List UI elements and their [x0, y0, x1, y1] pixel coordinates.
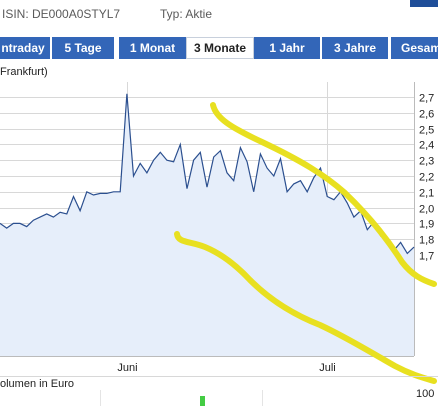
annotation-stroke-upper: [210, 102, 437, 287]
tab-3-monate[interactable]: 3 Monate: [186, 37, 254, 59]
y-tick-label: 2,5: [419, 125, 434, 137]
tab-3-jahre[interactable]: 3 Jahre: [322, 37, 388, 59]
y-tick-label: 2,3: [419, 156, 434, 168]
volume-label: olumen in Euro: [0, 378, 74, 390]
x-tick-label: Juni: [117, 362, 137, 374]
price-line: [0, 93, 415, 255]
annotation-stroke-lower: [174, 231, 437, 384]
y-tick-label: 2,0: [419, 204, 434, 216]
y-tick-label: 1,7: [419, 251, 434, 263]
tab-1-jahr[interactable]: 1 Jahr: [254, 37, 320, 59]
tab-gesamt[interactable]: Gesam: [391, 37, 438, 59]
top-bar: ISIN: DE000A0STYL7 Typ: Aktie: [0, 0, 438, 32]
y-tick-label: 1,9: [419, 219, 434, 231]
y-tick-label: 2,4: [419, 140, 434, 152]
y-tick-label: 2,7: [419, 93, 434, 105]
price-chart: 2,72,62,52,42,32,22,12,01,91,81,7 Juni Ju…: [0, 82, 438, 406]
isin-label: ISIN: DE000A0STYL7: [2, 7, 121, 21]
y-tick-label: 2,2: [419, 172, 434, 184]
tab-5-tage[interactable]: 5 Tage: [52, 37, 114, 59]
y-tick-label: 2,6: [419, 109, 434, 121]
y-tick-label: 1,8: [419, 235, 434, 247]
tab-intraday[interactable]: ntraday: [0, 37, 50, 59]
y-axis-ticks: 2,7 2,6 2,5 2,4 2,3 2,2 2,1 2,0 1,9 1,8 1,7: [419, 93, 434, 263]
header-accent: [410, 0, 438, 7]
market-label: Frankfurt): [0, 66, 48, 78]
volume-axis-max: 100: [416, 388, 435, 400]
x-axis-ticks: Juni Juli: [117, 362, 335, 374]
type-label: Typ: Aktie: [160, 7, 213, 21]
price-area: [0, 93, 414, 357]
x-tick-label: Juli: [319, 362, 336, 374]
volume-bar: [200, 396, 205, 406]
tab-1-monat[interactable]: 1 Monat: [119, 37, 186, 59]
timeframe-tabs: ntraday 5 Tage 1 Monat 3 Monate 1 Jahr 3…: [0, 37, 438, 59]
y-tick-label: 2,1: [419, 188, 434, 200]
